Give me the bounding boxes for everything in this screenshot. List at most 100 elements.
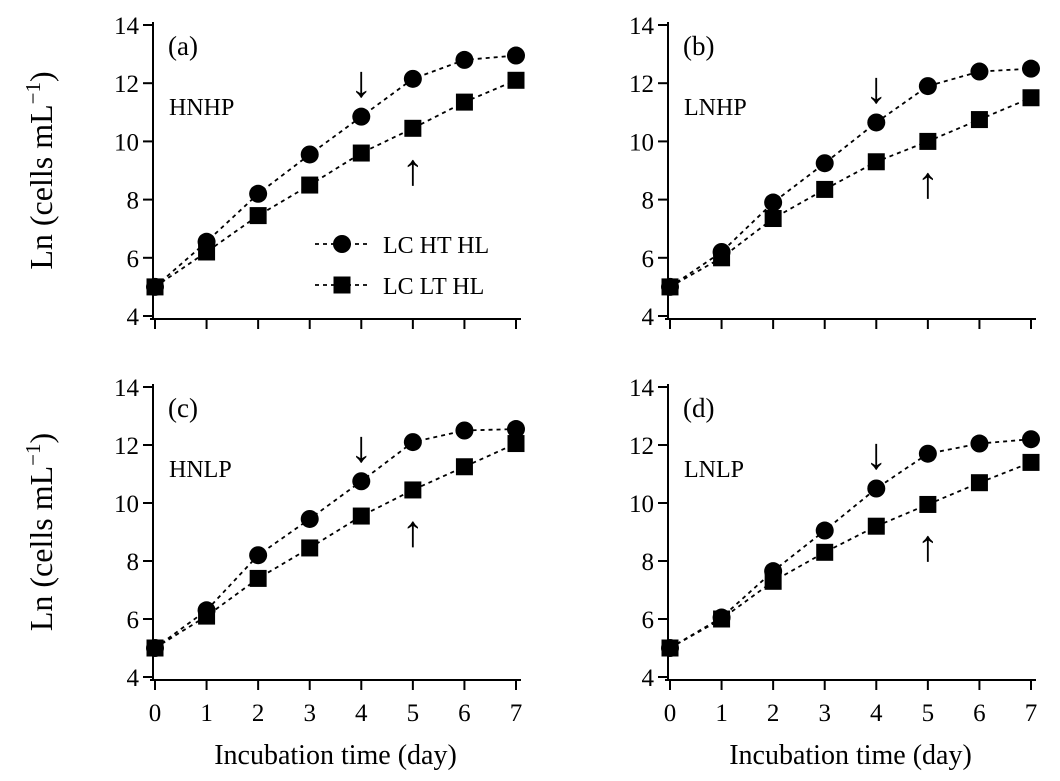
y-axis-title-sup: −1	[21, 444, 45, 466]
y-tick-label: 10	[629, 491, 654, 518]
x-tick-label: 2	[767, 700, 780, 727]
legend: LC HT HL LC LT HL	[315, 233, 489, 300]
series-line-1	[154, 54, 517, 288]
series-line-2	[154, 79, 517, 288]
data-point-square	[919, 495, 937, 513]
y-axis-title: Ln (cells mL−1)	[21, 433, 59, 631]
panel-label: (b)	[683, 31, 714, 61]
x-tick-label: 4	[870, 700, 883, 727]
data-point-square	[1022, 453, 1040, 471]
data-point-square	[713, 249, 731, 267]
y-tick-label: 8	[642, 188, 655, 215]
x-tick-label: 3	[303, 700, 316, 727]
y-axis-title: Ln (cells mL−1)	[21, 71, 59, 269]
data-point-circle	[867, 113, 886, 132]
data-point-circle	[970, 62, 989, 81]
x-tick-label: 7	[510, 700, 523, 727]
data-point-square	[249, 569, 267, 587]
data-point-square	[764, 210, 782, 228]
y-tick-label: 4	[642, 304, 655, 331]
x-tick-label: 1	[715, 700, 728, 727]
y-tick-label: 6	[127, 246, 140, 273]
data-point-square	[1022, 89, 1040, 107]
data-point-square	[455, 93, 473, 111]
data-point-square	[198, 607, 216, 625]
arrow-up-annotation: ↑	[917, 158, 939, 207]
panel-a: 4 6 8 10 12 14 Ln (cells mL−1) (a) HNHP ↓ ↑ LC HT H…	[21, 13, 525, 331]
data-point-square	[249, 207, 267, 225]
arrow-up-annotation: ↑	[402, 145, 424, 194]
y-axis-title-close: )	[23, 433, 59, 444]
data-point-square	[404, 119, 422, 137]
x-tick-label: 0	[664, 700, 677, 727]
y-tick-label: 12	[629, 71, 654, 98]
condition-label: HNHP	[169, 95, 234, 121]
condition-label: LNHP	[684, 95, 747, 121]
data-point-circle	[867, 479, 886, 498]
data-point-square	[970, 474, 988, 492]
x-tick-label: 1	[200, 700, 213, 727]
y-tick-label: 8	[127, 549, 140, 576]
y-tick-label: 14	[114, 375, 140, 402]
y-tick-label: 6	[642, 246, 655, 273]
series-line-1	[669, 67, 1032, 288]
data-point-circle	[455, 421, 474, 440]
panel-label: (c)	[168, 393, 198, 423]
data-point-circle	[403, 69, 422, 88]
x-axis-title: Incubation time (day)	[214, 740, 457, 771]
y-tick-label: 12	[629, 433, 654, 460]
data-point-circle	[300, 145, 319, 164]
data-point-circle	[815, 521, 834, 540]
data-point-circle	[1022, 59, 1040, 78]
arrow-up-annotation: ↑	[402, 507, 424, 556]
y-tick-label: 4	[127, 665, 140, 692]
data-point-square	[198, 243, 216, 261]
y-tick-label: 8	[127, 188, 140, 215]
data-point-circle	[352, 472, 371, 491]
y-axis-title-main: Ln (cells mL	[23, 104, 59, 269]
data-point-circle	[249, 184, 268, 203]
data-point-circle	[507, 46, 525, 65]
legend-marker-square	[333, 276, 351, 294]
data-point-circle	[918, 77, 937, 96]
data-point-square	[301, 176, 319, 194]
x-tick-label: 6	[973, 700, 986, 727]
data-point-circle	[1022, 430, 1040, 449]
data-point-square	[301, 539, 319, 557]
data-point-circle	[352, 107, 371, 126]
data-point-square	[970, 111, 988, 129]
x-tick-label: 2	[252, 700, 265, 727]
panel-label: (d)	[683, 393, 714, 423]
y-tick-label: 14	[629, 375, 655, 402]
x-tick-label: 6	[458, 700, 471, 727]
y-tick-label: 14	[629, 13, 655, 40]
y-tick-label: 10	[629, 129, 654, 156]
arrow-up-annotation: ↑	[917, 521, 939, 570]
arrow-down-annotation: ↓	[865, 430, 887, 479]
data-point-square	[661, 639, 679, 657]
x-tick-label: 5	[407, 700, 420, 727]
data-point-square	[867, 517, 885, 535]
arrow-down-annotation: ↓	[350, 58, 372, 107]
x-tick-label: 4	[355, 700, 368, 727]
data-point-circle	[918, 444, 937, 463]
condition-label: HNLP	[169, 457, 232, 483]
data-point-square	[816, 543, 834, 561]
data-point-square	[146, 278, 164, 296]
data-point-circle	[249, 546, 268, 565]
legend-marker-circle	[333, 235, 351, 253]
legend-label-2: LC LT HL	[383, 274, 484, 300]
data-point-square	[352, 507, 370, 525]
data-point-circle	[815, 154, 834, 173]
data-point-square	[713, 610, 731, 628]
data-point-square	[146, 639, 164, 657]
x-axis-title: Incubation time (day)	[729, 740, 972, 771]
y-axis-title-close: )	[23, 71, 59, 82]
arrow-down-annotation: ↓	[350, 422, 372, 471]
data-point-circle	[300, 509, 319, 528]
data-point-square	[919, 132, 937, 150]
data-point-square	[455, 458, 473, 476]
